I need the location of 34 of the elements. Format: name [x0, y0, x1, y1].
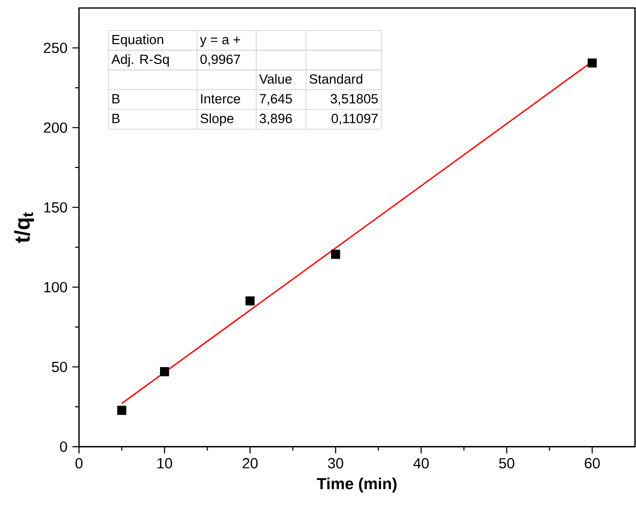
annotation: Standard [310, 74, 362, 84]
y-tick-label: 50 [52, 362, 68, 372]
annotation: B [112, 114, 120, 124]
y-axis-title: t/q$_{t}$ [14, 212, 34, 244]
annotation: y = a + [200, 36, 240, 48]
x-tick-label: 20 [242, 458, 258, 469]
point [588, 58, 597, 68]
annotation: B [112, 94, 120, 104]
x-tick-label: 30 [328, 458, 344, 469]
annotation: 3,51805 [330, 94, 378, 106]
x-tick-label: 40 [413, 458, 429, 469]
point [331, 250, 340, 259]
annotation: Slope [200, 114, 234, 126]
annotation: Value [259, 74, 292, 84]
x-tick-label: 50 [499, 458, 514, 469]
annotation: 0,9967 [200, 54, 240, 66]
point [160, 367, 170, 376]
x-tick-label: 0 [75, 458, 82, 469]
annotation: 3,896 [260, 114, 292, 125]
x-tick-label: 10 [157, 458, 172, 469]
y-tick-label: 200 [44, 122, 68, 133]
x-axis-title: Time (min) [316, 478, 396, 493]
y-tick-label: 0 [60, 442, 68, 452]
point [246, 296, 255, 306]
y-tick-label: 150 [44, 202, 68, 213]
y-tick-label: 250 [44, 42, 68, 54]
annotation: 0,11097 [332, 114, 378, 125]
annotation: 7,645 [260, 94, 292, 106]
annotation: Equation [112, 34, 164, 48]
x-tick-label: 60 [584, 458, 600, 469]
point [117, 406, 126, 415]
y-tick-label: 100 [44, 282, 68, 293]
annotation: Adj. R-Sq [111, 54, 169, 67]
annotation: Interce [201, 94, 240, 104]
